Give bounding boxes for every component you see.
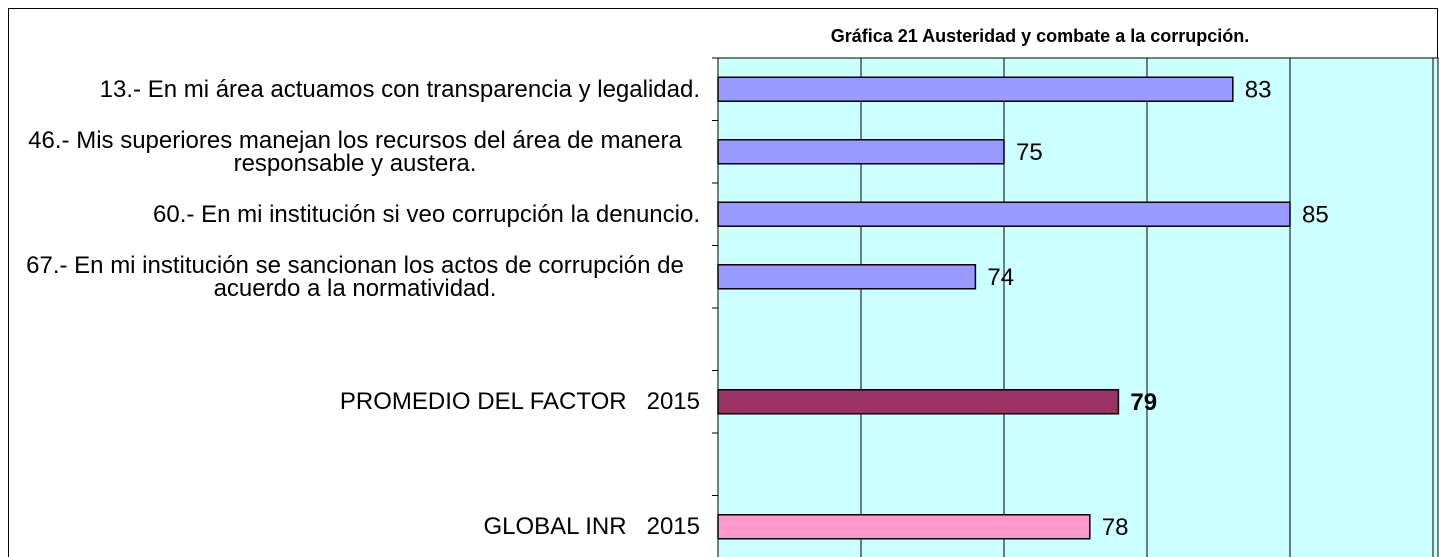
category-label: GLOBAL INR 2015	[0, 513, 700, 541]
category-label: 46.- Mis superiores manejan los recursos…	[0, 126, 700, 177]
bar	[717, 76, 1234, 102]
bar	[717, 514, 1091, 540]
category-text: 46.- Mis superiores manejan los recursos…	[28, 126, 689, 177]
bar	[717, 389, 1120, 415]
chart-title: Gráfica 21 Austeridad y combate a la cor…	[831, 26, 1249, 46]
category-label: 60.- En mi institución si veo corrupción…	[0, 200, 700, 228]
value-label: 78	[1102, 514, 1129, 541]
value-label: 75	[1016, 139, 1043, 166]
category-text: 67.- En mi institución se sancionan los …	[26, 251, 691, 302]
category-label: 13.- En mi área actuamos con transparenc…	[0, 75, 700, 103]
category-text: 13.- En mi área actuamos con transparenc…	[99, 75, 700, 103]
plot-area	[717, 57, 1439, 557]
category-text: PROMEDIO DEL FACTOR 2015	[339, 388, 700, 416]
category-label: 67.- En mi institución se sancionan los …	[0, 251, 700, 302]
bar	[717, 139, 1005, 165]
value-label: 85	[1302, 202, 1329, 229]
value-label: 79	[1130, 389, 1157, 416]
category-label: PROMEDIO DEL FACTOR 2015	[0, 388, 700, 416]
category-text: GLOBAL INR 2015	[483, 513, 700, 541]
value-label: 74	[987, 264, 1014, 291]
category-text: 60.- En mi institución si veo corrupción…	[153, 200, 700, 228]
bar	[717, 264, 977, 290]
value-label: 83	[1245, 77, 1272, 104]
bar	[717, 201, 1291, 227]
